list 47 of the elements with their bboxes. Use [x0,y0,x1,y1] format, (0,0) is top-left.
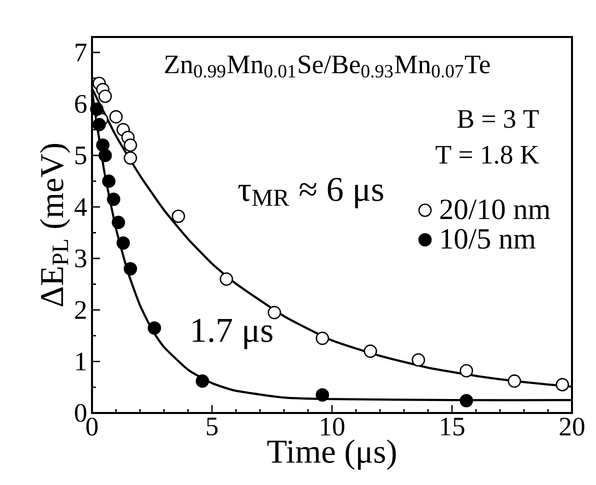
point [124,138,138,152]
point [98,148,112,162]
point [196,374,210,388]
point [116,236,130,250]
point [268,306,282,320]
point [220,272,234,286]
x-tick-label: 10 [321,418,344,436]
point [124,151,138,165]
x-tick-label: 5 [206,418,218,436]
point [412,353,426,367]
y-tick-label: 6 [75,95,87,113]
point [460,394,474,408]
annotation: τ$_{MR}$ ≈ 6 μs [238,178,384,208]
x-tick-label: 15 [441,418,464,436]
point [148,321,162,335]
point [98,90,112,103]
point [556,378,570,392]
point [109,110,123,124]
point [96,138,110,152]
point [460,364,474,378]
point [112,216,126,230]
x-tick-label: 20 [560,418,584,436]
point [90,102,104,116]
point [102,174,116,188]
text: Zn$_{0.99}$Mn$_{0.01}$Se/Be$_{0.93}$Mn$_{0.07}$Te [164,56,490,78]
point [316,388,330,402]
y-tick-label: 4 [74,198,87,216]
point [106,192,120,206]
y-axis-title: ΔE$_{PL}$ (meV) [40,144,70,306]
y-tick-label: 0 [74,404,86,422]
point [172,210,186,223]
point [124,262,138,276]
y-tick-label: 2 [75,301,86,319]
y-tick-label: 3 [75,250,86,268]
annotation: T = 1.8 K [436,146,539,164]
x-axis-title: Time (μs) [267,440,396,470]
y-tick-label: 1 [76,352,86,370]
annotation: B = 3 T [458,110,539,128]
point [364,344,378,358]
point [316,332,330,345]
point [92,118,106,132]
annotation: 1.7 μs [192,318,272,350]
y-tick-label: 5 [76,146,86,164]
y-tick-label: 7 [76,44,87,62]
legend-label: 20/10 nm [440,199,550,220]
legend-label: 10/5 nm [442,228,536,249]
point [508,374,522,388]
